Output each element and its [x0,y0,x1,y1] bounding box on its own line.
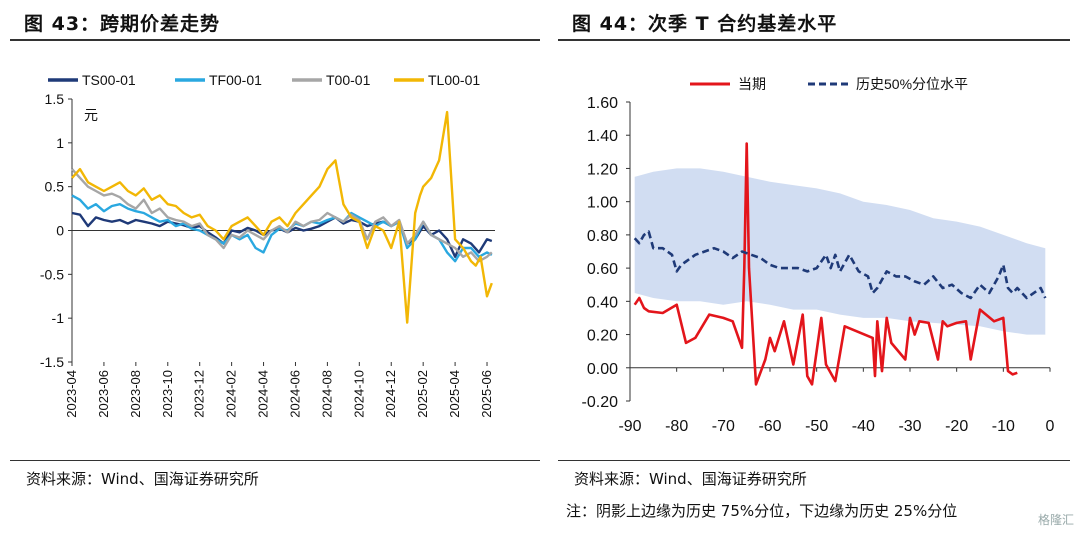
y-tick-label: 1.60 [587,95,618,112]
figure-43-source: 资料来源：Wind、国海证券研究所 [26,470,259,488]
x-tick-label: 2023-04 [64,370,79,418]
x-tick-label: 2024-08 [319,370,334,418]
percentile-band [634,168,1046,335]
figure-43-title: 图 43：跨期价差走势 [24,13,221,35]
x-tick-label: -40 [852,418,875,435]
x-tick-label: 2023-12 [192,370,207,418]
x-tick-label: -50 [805,418,828,435]
y-tick-label: 1.40 [587,128,618,145]
x-tick-label: 2025-04 [447,370,462,418]
x-tick-label: -80 [665,418,688,435]
legend-label: TL00-01 [428,72,480,88]
x-tick-label: 2024-04 [256,370,271,418]
source-divider [10,460,540,461]
x-tick-label: 2024-06 [287,370,302,418]
y-tick-label: 1 [56,135,64,151]
y-tick-label: 0.00 [587,361,618,378]
legend-label: 当期 [738,76,766,92]
x-tick-label: 2024-12 [383,370,398,418]
x-tick-label: 0 [1046,418,1055,435]
x-tick-label: 2024-02 [224,370,239,418]
y-tick-label: -0.20 [582,394,619,411]
y-tick-label: 1.5 [45,91,65,107]
x-tick-label: -60 [758,418,781,435]
title-divider [558,39,1070,41]
x-tick-label: 2023-08 [128,370,143,418]
legend-label: 历史50%分位水平 [856,76,968,92]
legend-label: TF00-01 [209,72,262,88]
figure-44-panel: 图 44：次季 T 合约基差水平 -0.20 0.00 0.20 0.40 0.60 0.… [558,0,1070,534]
series-line-median [633,230,1047,300]
y-tick-label: 0.80 [587,228,618,245]
series-line-current [633,142,1018,386]
legend-label: T00-01 [326,72,371,88]
y-tick-label: 1.20 [587,161,618,178]
basis-chart: -0.20 0.00 0.20 0.40 0.60 0.80 1.00 1.20 1.40 1.6… [582,76,1055,435]
y-tick-label: 0.5 [45,179,65,195]
x-tick-label: 2023-06 [96,370,111,418]
y-tick-label: 0.20 [587,328,618,345]
figure-44-note: 注：阴影上边缘为历史 75%分位，下边缘为历史 25%分位 [566,502,958,520]
figure-43-panel: 图 43：跨期价差走势 -1.5 -1 -0.5 0 0.5 1 1.5 元 2023-04 20… [10,0,540,534]
y-tick-label: 0.60 [587,261,618,278]
x-tick-label: -90 [618,418,641,435]
x-tick-label: 2025-02 [415,370,430,418]
x-tick-label: -30 [898,418,921,435]
title-divider [10,39,540,41]
y-tick-label: 0.40 [587,294,618,311]
y-tick-label: -1 [52,310,65,326]
y-tick-label: -1.5 [40,354,64,370]
x-tick-label: 2024-10 [351,370,366,418]
y-tick-label: 1.00 [587,195,618,212]
x-tick-label: -10 [992,418,1015,435]
y-tick-label: -0.5 [40,266,64,282]
x-tick-label: -70 [712,418,735,435]
series-line-t00-01 [71,168,493,263]
figure-44-title: 图 44：次季 T 合约基差水平 [572,13,838,35]
figure-44-source: 资料来源：Wind、国海证券研究所 [574,470,807,488]
x-tick-label: 2025-06 [479,370,494,418]
series-line-tl00-01 [71,110,493,324]
unit-label: 元 [84,107,98,123]
watermark: 格隆汇 [1037,513,1074,527]
spread-chart: -1.5 -1 -0.5 0 0.5 1 1.5 元 2023-04 2023-06 2023-08… [40,72,495,418]
y-tick-label: 0 [56,223,64,239]
x-tick-label: 2023-10 [160,370,175,418]
legend-label: TS00-01 [82,72,136,88]
x-tick-label: -20 [945,418,968,435]
source-divider [558,460,1070,461]
